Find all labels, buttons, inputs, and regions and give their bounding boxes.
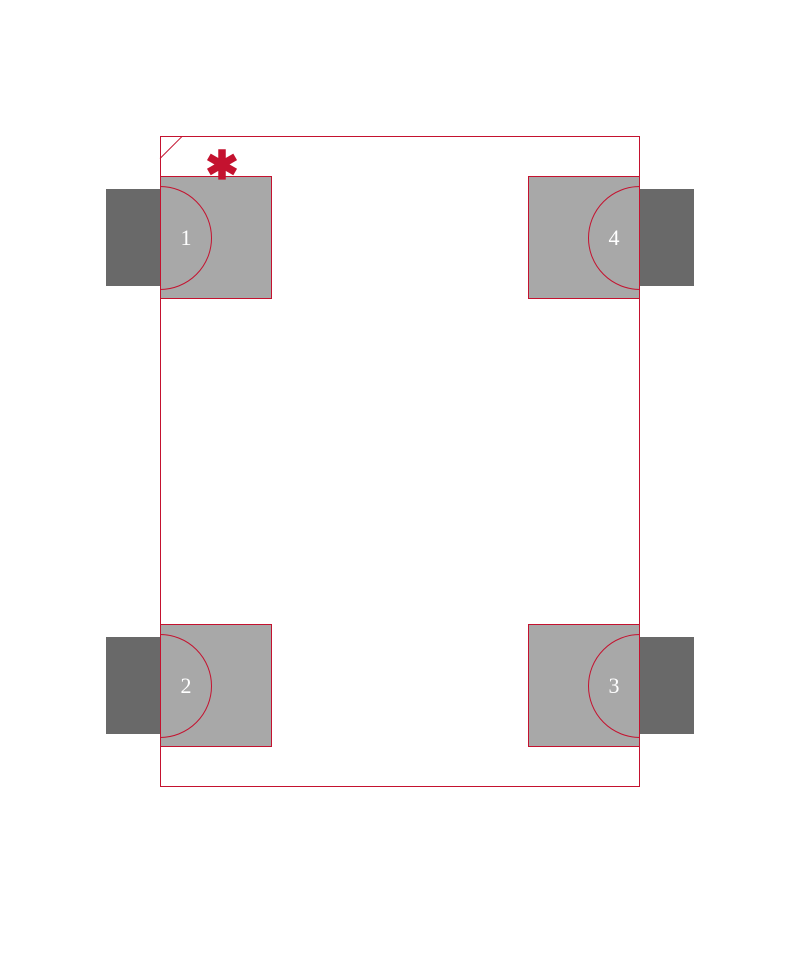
pin-4-label: 4 [609, 225, 620, 251]
pin-2-label: 2 [181, 673, 192, 699]
pad-4-outer [640, 189, 694, 286]
pad-3-arc [528, 624, 640, 747]
pad-2-arc [160, 624, 272, 747]
pad-1-arc [160, 176, 272, 299]
pin-1-label: 1 [181, 225, 192, 251]
pad-1-outer [106, 189, 160, 286]
pin1-marker-icon: ✱ [205, 146, 239, 186]
pad-3-outer [640, 637, 694, 734]
footprint-canvas: 1 2 3 4 ✱ [0, 0, 800, 965]
pad-4-arc [528, 176, 640, 299]
pin-3-label: 3 [609, 673, 620, 699]
pad-2-outer [106, 637, 160, 734]
